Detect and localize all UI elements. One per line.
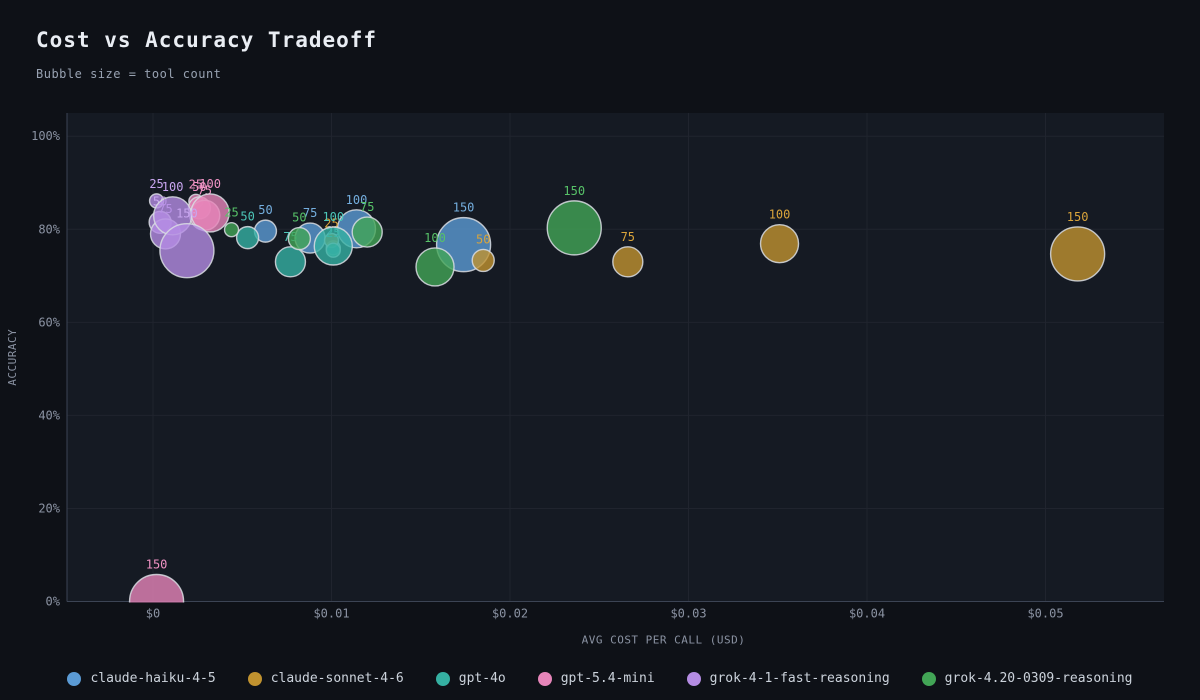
bubble-label-gpt-5.4-mini-150: 150 xyxy=(146,558,168,572)
legend-label: gpt-5.4-mini xyxy=(560,671,655,686)
bubble-label-grok-4.20-0309-reasoning-25: 25 xyxy=(224,206,238,220)
legend-label: grok-4.20-0309-reasoning xyxy=(944,671,1133,686)
bubble-label-claude-haiku-4-5-75: 75 xyxy=(303,206,317,220)
legend-dot-icon xyxy=(537,671,552,686)
y-tick-label: 60% xyxy=(38,315,60,329)
x-tick-label: $0.03 xyxy=(670,607,706,621)
bubble-label-grok-4.20-0309-reasoning-75: 75 xyxy=(360,200,374,214)
legend-dot-icon xyxy=(921,671,936,686)
bubble-label-claude-haiku-4-5-150: 150 xyxy=(453,201,475,215)
legend-dot-icon xyxy=(247,671,262,686)
legend-label: grok-4-1-fast-reasoning xyxy=(709,671,890,686)
bubble-label-grok-4-1-fast-reasoning-100: 100 xyxy=(162,180,184,194)
bubble-gpt-4o-100[interactable] xyxy=(313,226,353,266)
bubble-label-gpt-4o-50: 50 xyxy=(240,210,254,224)
legend-item-grok-4-1-fast-reasoning[interactable]: grok-4-1-fast-reasoning xyxy=(686,671,890,686)
y-tick-label: 80% xyxy=(38,222,60,236)
legend-dot-icon xyxy=(435,671,450,686)
y-tick-label: 100% xyxy=(31,129,61,143)
chart-title: Cost vs Accuracy Tradeoff xyxy=(36,28,378,52)
bubble-grok-4.20-0309-reasoning-25[interactable] xyxy=(223,222,240,238)
legend-label: claude-sonnet-4-6 xyxy=(270,671,404,686)
y-tick-label: 40% xyxy=(38,408,60,422)
bubble-label-grok-4.20-0309-reasoning-150: 150 xyxy=(563,184,585,198)
x-tick-label: $0.02 xyxy=(492,607,528,621)
bubble-grok-4.20-0309-reasoning-50[interactable] xyxy=(287,226,312,251)
bubble-gpt-4o-50[interactable] xyxy=(235,225,260,250)
y-tick-label: 20% xyxy=(38,501,60,515)
legend-item-claude-sonnet-4-6[interactable]: claude-sonnet-4-6 xyxy=(247,671,404,686)
x-axis-title: AVG COST PER CALL (USD) xyxy=(582,634,746,647)
legend: claude-haiku-4-5 claude-sonnet-4-6 gpt-4o g… xyxy=(0,671,1200,686)
bubble-grok-4.20-0309-reasoning-75[interactable] xyxy=(351,216,383,248)
bubble-label-claude-haiku-4-5-100: 100 xyxy=(346,193,368,207)
chart-subtitle: Bubble size = tool count xyxy=(36,67,222,81)
y-tick-label: 0% xyxy=(46,595,61,609)
legend-item-gpt-5.4-mini[interactable]: gpt-5.4-mini xyxy=(537,671,655,686)
x-tick-label: $0.01 xyxy=(313,607,349,621)
x-tick-label: $0.05 xyxy=(1027,607,1063,621)
bubble-label-claude-sonnet-4-6-50: 50 xyxy=(476,232,490,246)
bubble-label-grok-4.20-0309-reasoning-100: 100 xyxy=(424,231,446,245)
legend-item-claude-haiku-4-5[interactable]: claude-haiku-4-5 xyxy=(67,671,216,686)
plot-area xyxy=(67,113,1164,602)
bubble-grok-4-1-fast-reasoning-150[interactable] xyxy=(159,222,215,279)
bubble-label-grok-4.20-0309-reasoning-50: 50 xyxy=(292,211,306,225)
bubble-label-gpt-5.4-mini-25: 25 xyxy=(189,177,203,191)
legend-dot-icon xyxy=(686,671,701,686)
legend-label: claude-haiku-4-5 xyxy=(90,671,216,686)
legend-item-gpt-4o[interactable]: gpt-4o xyxy=(435,671,506,686)
bubble-label-claude-sonnet-4-6-150: 150 xyxy=(1067,210,1089,224)
bubble-label-claude-sonnet-4-6-75: 75 xyxy=(621,230,635,244)
bubble-gpt-4o-75[interactable] xyxy=(274,246,307,278)
bubble-label-gpt-5.4-mini-50: 50 xyxy=(192,180,206,194)
y-axis-title: ACCURACY xyxy=(6,329,19,386)
bubble-label-grok-4-1-fast-reasoning-25: 25 xyxy=(149,177,163,191)
bubble-gpt-5.4-mini-150[interactable] xyxy=(128,573,185,629)
legend-label: gpt-4o xyxy=(458,671,506,686)
legend-dot-icon xyxy=(67,671,82,686)
bubble-grok-4.20-0309-reasoning-100[interactable] xyxy=(415,247,455,287)
legend-item-grok-4.20-0309-reasoning[interactable]: grok-4.20-0309-reasoning xyxy=(921,671,1133,686)
bubble-claude-sonnet-4-6-100[interactable] xyxy=(759,223,800,264)
bubble-claude-sonnet-4-6-75[interactable] xyxy=(612,246,644,278)
bubble-label-claude-haiku-4-5-50: 50 xyxy=(258,203,272,217)
bubble-label-gpt-4o-100: 100 xyxy=(322,210,344,224)
bubble-claude-sonnet-4-6-150[interactable] xyxy=(1049,226,1106,282)
bubble-label-gpt-5.4-mini-100: 100 xyxy=(199,177,221,191)
x-tick-label: $0 xyxy=(146,607,160,621)
bubble-label-claude-sonnet-4-6-100: 100 xyxy=(769,208,791,222)
bubble-claude-sonnet-4-6-50[interactable] xyxy=(471,248,495,273)
x-tick-label: $0.04 xyxy=(849,607,885,621)
bubble-label-grok-4-1-fast-reasoning-150: 150 xyxy=(176,207,198,221)
bubble-grok-4.20-0309-reasoning-150[interactable] xyxy=(546,200,602,256)
